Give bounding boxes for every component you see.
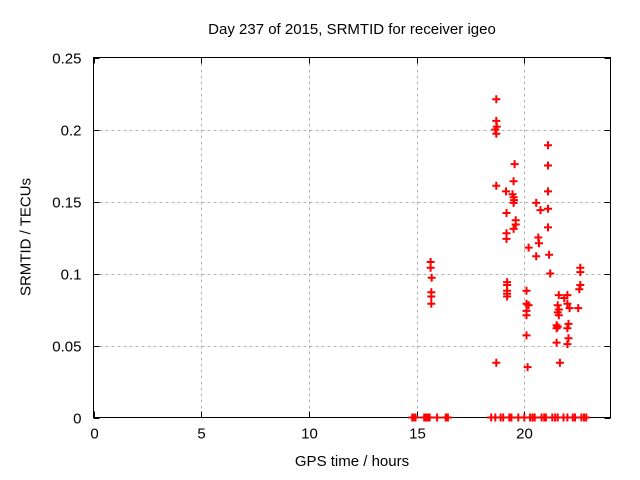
- y-tick-label: 0.25: [52, 51, 81, 68]
- y-tick-label: 0.05: [52, 339, 81, 356]
- y-tick-label: 0.2: [61, 123, 82, 140]
- plot-border: [93, 57, 611, 418]
- x-tick-label: 5: [197, 426, 205, 443]
- x-tick-label: 10: [301, 426, 318, 443]
- y-tick-label: 0.15: [52, 195, 81, 212]
- y-tick-label: 0: [73, 411, 81, 428]
- x-tick-label: 15: [409, 426, 426, 443]
- chart-title: Day 237 of 2015, SRMTID for receiver ige…: [208, 21, 496, 38]
- x-tick-label: 20: [516, 426, 533, 443]
- y-axis-label: SRMTID / TECUs: [17, 177, 35, 297]
- x-tick-label: 0: [90, 426, 98, 443]
- y-tick-label: 0.1: [61, 267, 82, 284]
- x-axis-label: GPS time / hours: [294, 453, 410, 470]
- scatter-points: [408, 95, 591, 422]
